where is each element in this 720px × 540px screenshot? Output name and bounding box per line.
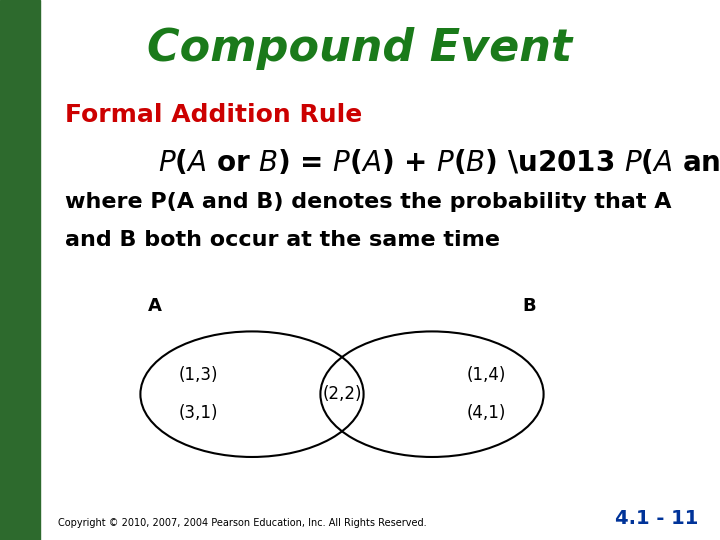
Text: 4.1 - 11: 4.1 - 11: [615, 509, 698, 528]
Text: Copyright © 2010, 2007, 2004 Pearson Education, Inc. All Rights Reserved.: Copyright © 2010, 2007, 2004 Pearson Edu…: [58, 518, 426, 528]
Text: (1,3): (1,3): [179, 367, 217, 384]
Text: where P(A and B) denotes the probability that A: where P(A and B) denotes the probability…: [65, 192, 671, 212]
Text: $\mathit{P}$($\mathit{A}$ or $\mathit{B}$) = $\mathit{P}$($\mathit{A}$) + $\math: $\mathit{P}$($\mathit{A}$ or $\mathit{B}…: [158, 148, 720, 178]
Text: and B both occur at the same time: and B both occur at the same time: [65, 230, 500, 249]
Text: (1,4): (1,4): [467, 367, 505, 384]
Text: Formal Addition Rule: Formal Addition Rule: [65, 103, 362, 126]
Text: (3,1): (3,1): [179, 404, 217, 422]
Text: B: B: [523, 297, 536, 315]
Text: (2,2): (2,2): [323, 385, 361, 403]
Text: A: A: [148, 297, 161, 315]
Text: Compound Event: Compound Event: [148, 27, 572, 70]
Text: (4,1): (4,1): [467, 404, 505, 422]
